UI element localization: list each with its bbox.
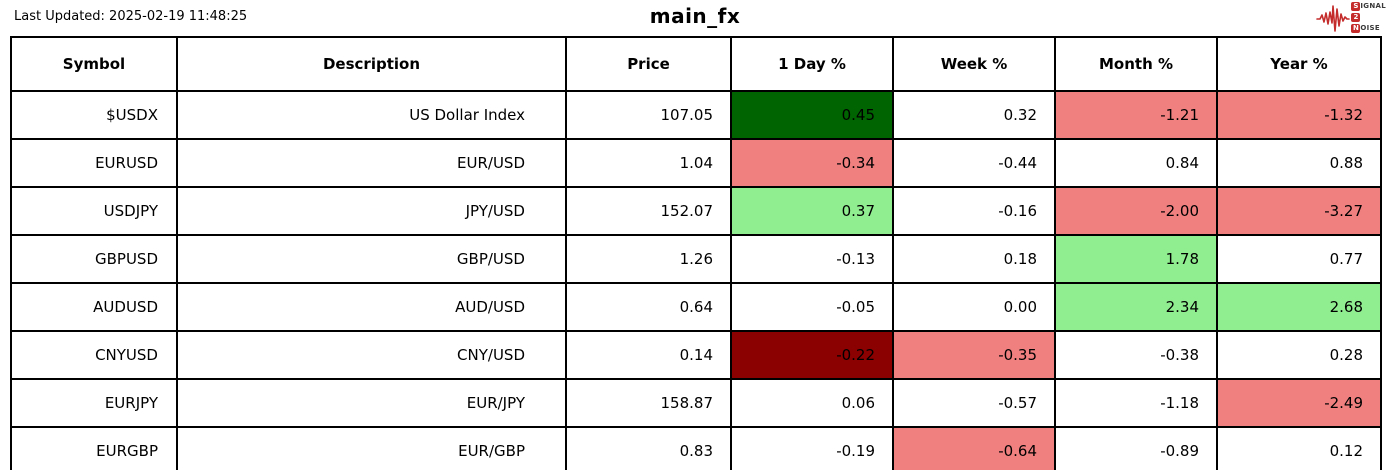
table-header-row: Symbol Description Price 1 Day % Week % … xyxy=(10,36,1382,92)
cell-symbol: CNYUSD xyxy=(10,330,178,380)
cell-price: 1.04 xyxy=(565,138,732,188)
table-row: GBPUSD GBP/USD 1.26 -0.13 0.18 1.78 0.77 xyxy=(10,234,1382,284)
cell-description: CNY/USD xyxy=(176,330,567,380)
col-header-description: Description xyxy=(176,36,567,92)
cell-symbol: EURUSD xyxy=(10,138,178,188)
cell-1day-pct: -0.13 xyxy=(730,234,894,284)
cell-year-pct: 0.28 xyxy=(1216,330,1382,380)
cell-description: EUR/JPY xyxy=(176,378,567,428)
cell-year-pct: 0.77 xyxy=(1216,234,1382,284)
cell-week-pct: -0.16 xyxy=(892,186,1056,236)
cell-price: 152.07 xyxy=(565,186,732,236)
cell-month-pct: -1.21 xyxy=(1054,90,1218,140)
cell-year-pct: -1.32 xyxy=(1216,90,1382,140)
cell-week-pct: -0.44 xyxy=(892,138,1056,188)
logo-line-noise: N OISE xyxy=(1351,23,1386,34)
cell-week-pct: 0.18 xyxy=(892,234,1056,284)
cell-price: 0.14 xyxy=(565,330,732,380)
cell-1day-pct: 0.06 xyxy=(730,378,894,428)
cell-price: 158.87 xyxy=(565,378,732,428)
cell-symbol: EURJPY xyxy=(10,378,178,428)
logo-line-signal: S IGNAL xyxy=(1351,1,1386,12)
table-row: USDJPY JPY/USD 152.07 0.37 -0.16 -2.00 -3.27 xyxy=(10,186,1382,236)
cell-1day-pct: 0.45 xyxy=(730,90,894,140)
cell-symbol: GBPUSD xyxy=(10,234,178,284)
cell-week-pct: 0.00 xyxy=(892,282,1056,332)
logo-chip-n: N xyxy=(1351,24,1361,33)
col-header-price: Price xyxy=(565,36,732,92)
cell-week-pct: -0.64 xyxy=(892,426,1056,470)
table-row: $USDX US Dollar Index 107.05 0.45 0.32 -1.21-… xyxy=(10,90,1382,140)
cell-week-pct: -0.57 xyxy=(892,378,1056,428)
cell-symbol: EURGBP xyxy=(10,426,178,470)
cell-year-pct: 0.12 xyxy=(1216,426,1382,470)
table-row: EURJPY EUR/JPY 158.87 0.06 -0.57 -1.18 -2.49 xyxy=(10,378,1382,428)
fx-table: Symbol Description Price 1 Day % Week % … xyxy=(10,36,1382,470)
cell-year-pct: 2.68 xyxy=(1216,282,1382,332)
table-row: EURGBP EUR/GBP 0.83 -0.19 -0.64 -0.89 0.12 xyxy=(10,426,1382,470)
table-row: EURUSD EUR/USD 1.04 -0.34 -0.44 0.84 0.88 xyxy=(10,138,1382,188)
cell-symbol: $USDX xyxy=(10,90,178,140)
cell-price: 0.83 xyxy=(565,426,732,470)
cell-month-pct: 1.78 xyxy=(1054,234,1218,284)
col-header-week-pct: Week % xyxy=(892,36,1056,92)
cell-year-pct: -3.27 xyxy=(1216,186,1382,236)
col-header-year-pct: Year % xyxy=(1216,36,1382,92)
table-row: CNYUSD CNY/USD 0.14 -0.22 -0.35 -0.38 0.28 xyxy=(10,330,1382,380)
cell-month-pct: 2.34 xyxy=(1054,282,1218,332)
cell-description: US Dollar Index xyxy=(176,90,567,140)
cell-month-pct: -2.00 xyxy=(1054,186,1218,236)
cell-symbol: AUDUSD xyxy=(10,282,178,332)
page-title: main_fx xyxy=(649,4,741,28)
cell-week-pct: 0.32 xyxy=(892,90,1056,140)
waveform-icon xyxy=(1316,2,1351,34)
cell-month-pct: 0.84 xyxy=(1054,138,1218,188)
cell-description: EUR/GBP xyxy=(176,426,567,470)
cell-month-pct: -0.89 xyxy=(1054,426,1218,470)
cell-year-pct: -2.49 xyxy=(1216,378,1382,428)
logo-rest-noise: OISE xyxy=(1360,24,1380,32)
col-header-symbol: Symbol xyxy=(10,36,178,92)
col-header-1day-pct: 1 Day % xyxy=(730,36,894,92)
cell-price: 107.05 xyxy=(565,90,732,140)
table-row: AUDUSD AUD/USD 0.64 -0.05 0.00 2.34 2.68 xyxy=(10,282,1382,332)
cell-description: GBP/USD xyxy=(176,234,567,284)
cell-1day-pct: -0.19 xyxy=(730,426,894,470)
cell-month-pct: -0.38 xyxy=(1054,330,1218,380)
cell-1day-pct: -0.22 xyxy=(730,330,894,380)
cell-month-pct: -1.18 xyxy=(1054,378,1218,428)
signal2noise-logo: S IGNAL 2 N OISE xyxy=(1316,1,1386,34)
cell-1day-pct: -0.34 xyxy=(730,138,894,188)
cell-description: EUR/USD xyxy=(176,138,567,188)
cell-week-pct: -0.35 xyxy=(892,330,1056,380)
logo-rest-signal: IGNAL xyxy=(1360,2,1386,10)
cell-1day-pct: 0.37 xyxy=(730,186,894,236)
last-updated-text: Last Updated: 2025-02-19 11:48:25 xyxy=(14,9,248,24)
col-header-month-pct: Month % xyxy=(1054,36,1218,92)
logo-chip-s: S xyxy=(1351,2,1361,11)
cell-symbol: USDJPY xyxy=(10,186,178,236)
cell-year-pct: 0.88 xyxy=(1216,138,1382,188)
logo-chip-2: 2 xyxy=(1351,13,1361,22)
cell-description: JPY/USD xyxy=(176,186,567,236)
cell-description: AUD/USD xyxy=(176,282,567,332)
cell-1day-pct: -0.05 xyxy=(730,282,894,332)
fx-table-body: $USDX US Dollar Index 107.05 0.45 0.32 -1.21-… xyxy=(10,90,1382,470)
cell-price: 0.64 xyxy=(565,282,732,332)
logo-text: S IGNAL 2 N OISE xyxy=(1351,1,1386,34)
logo-line-2: 2 xyxy=(1351,12,1386,23)
cell-price: 1.26 xyxy=(565,234,732,284)
